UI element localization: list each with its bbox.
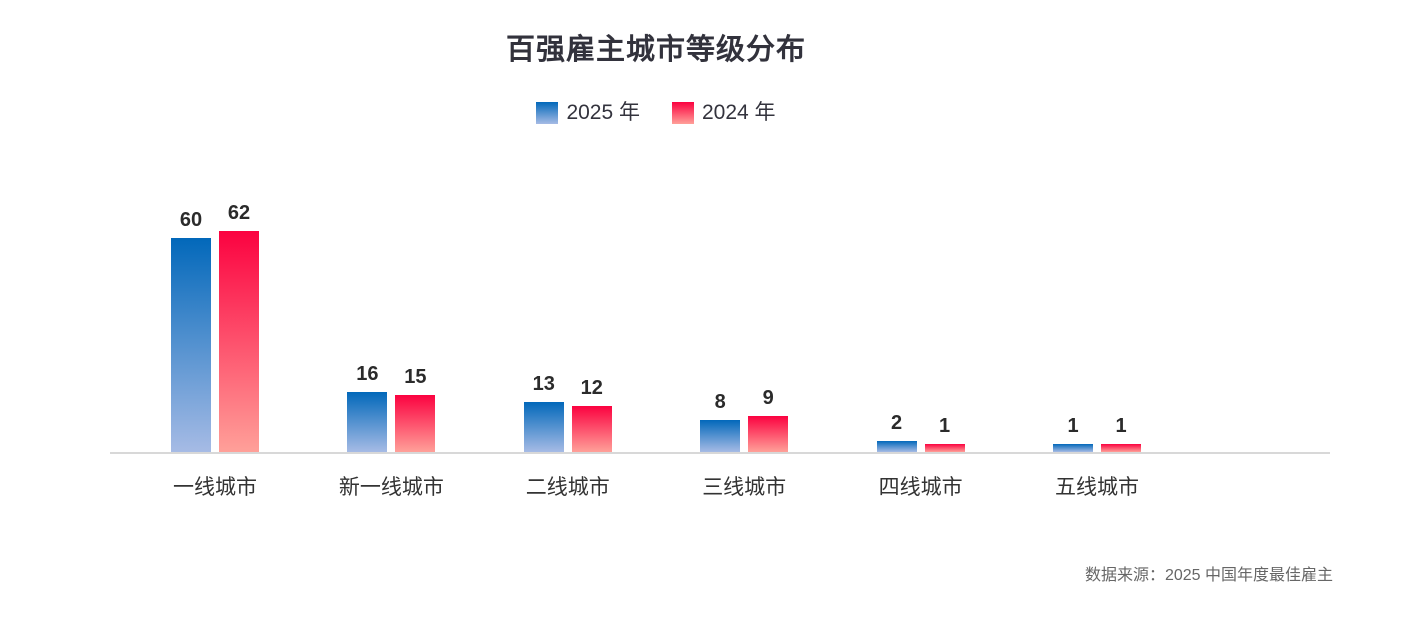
- legend-swatch-icon: [536, 102, 559, 124]
- category-label: 五线城市: [1055, 476, 1139, 499]
- bar-value-label: 62: [227, 201, 251, 224]
- source-note: 数据来源：2025 中国年度最佳雇主: [1084, 567, 1333, 584]
- legend-swatch-icon: [672, 102, 694, 124]
- bar-2024-2: [395, 395, 436, 452]
- category-label: 三线城市: [702, 476, 787, 499]
- bar-2025-6: [1053, 444, 1093, 452]
- bar-value-label: 13: [532, 373, 555, 395]
- bar-2024-5: [924, 444, 965, 452]
- bar-2025-4: [700, 419, 741, 452]
- chart-legend: 2025 年 2024 年: [0, 102, 1312, 124]
- bar-value-label: 12: [580, 376, 603, 399]
- bar-2024-1: [219, 230, 259, 452]
- legend-item: 2025 年: [536, 102, 640, 124]
- category-label: 新一线城市: [338, 476, 444, 499]
- legend-label: 2025 年: [566, 101, 640, 124]
- bar-value-label: 16: [356, 362, 379, 385]
- bar-2024-6: [1101, 444, 1141, 452]
- bar-value-label: 60: [179, 208, 203, 231]
- bar-value-label: 9: [762, 387, 774, 409]
- bar-2024-4: [748, 416, 789, 452]
- bar-value-label: 8: [714, 390, 726, 413]
- bar-value-label: 1: [1115, 415, 1127, 437]
- x-axis-line: [110, 452, 1330, 454]
- bar-value-label: 2: [891, 411, 903, 434]
- chart-title: 百强雇主城市等级分布: [505, 34, 806, 66]
- bar-2025-2: [347, 391, 388, 452]
- category-label: 四线城市: [878, 476, 963, 499]
- bar-2025-3: [523, 402, 564, 452]
- bar-value-label: 15: [404, 366, 427, 388]
- bar-2025-5: [876, 440, 917, 452]
- bar-2025-1: [171, 237, 211, 452]
- bar-2024-3: [571, 405, 612, 452]
- legend-label: 2024 年: [702, 101, 776, 124]
- category-label: 一线城市: [173, 476, 257, 499]
- bar-value-label: 1: [1067, 415, 1079, 437]
- legend-item: 2024 年: [672, 102, 776, 124]
- bar-value-label: 1: [939, 415, 951, 437]
- category-label: 二线城市: [525, 476, 610, 499]
